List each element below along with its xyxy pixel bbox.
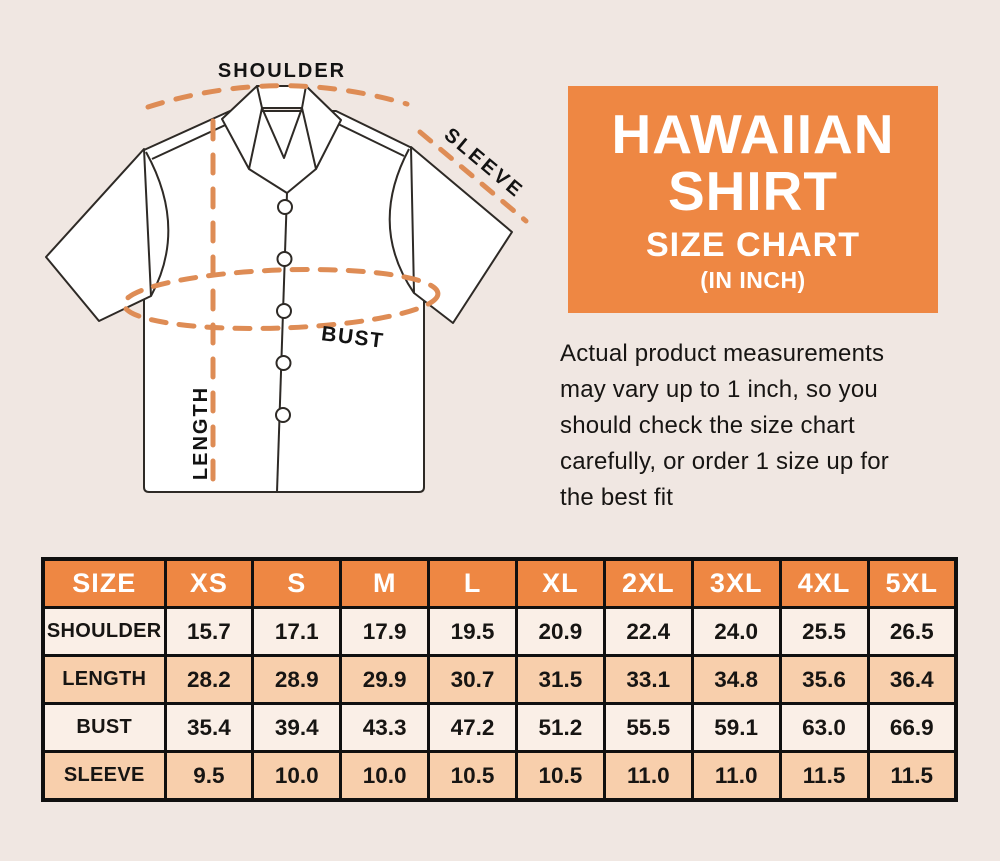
shoulder-measure-label: SHOULDER <box>218 60 346 82</box>
table-row: BUST 35.4 39.4 43.3 47.2 51.2 55.5 59.1 63.0 66.9 <box>41 702 958 753</box>
right-lapel-edge <box>286 168 317 194</box>
row-label: SLEEVE <box>41 750 167 802</box>
sleeve-measure-line <box>417 129 529 224</box>
title-box: HAWAIIAN SHIRT SIZE CHART (IN INCH) <box>568 86 938 313</box>
collar-band <box>256 85 307 109</box>
size-cell: 25.5 <box>778 606 870 657</box>
size-cell: 34.8 <box>690 654 782 705</box>
neck-opening <box>261 107 303 159</box>
size-cell: 11.0 <box>602 750 694 802</box>
size-table-header-row: SIZE XS S M L XL 2XL 3XL 4XL 5XL <box>41 557 958 609</box>
description-line: carefully, or order 1 size up for <box>560 448 889 475</box>
shirt-left-sleeve <box>45 148 152 322</box>
size-cell: 19.5 <box>427 606 518 657</box>
shirt-button <box>276 251 293 267</box>
table-row: LENGTH 28.2 28.9 29.9 30.7 31.5 33.1 34.8 35.6 36… <box>41 654 958 705</box>
size-cell: 20.9 <box>515 606 606 657</box>
size-column-header: 4XL <box>778 557 870 609</box>
size-column-header: 3XL <box>690 557 782 609</box>
size-cell: 22.4 <box>602 606 694 657</box>
bust-measure-line <box>121 267 441 331</box>
size-column-header: M <box>339 557 431 609</box>
shirt-button <box>275 407 291 423</box>
size-cell: 26.5 <box>866 606 958 657</box>
size-cell: 10.5 <box>427 750 518 802</box>
description-line: may vary up to 1 inch, so you <box>560 376 878 403</box>
size-cell: 17.9 <box>339 606 431 657</box>
size-cell: 24.0 <box>690 606 782 657</box>
size-cell: 36.4 <box>866 654 958 705</box>
title-line-1: HAWAIIAN <box>611 102 895 165</box>
size-column-header: 5XL <box>866 557 958 609</box>
left-yoke-seam <box>151 120 235 160</box>
shirt-button <box>277 199 293 215</box>
size-cell: 59.1 <box>690 702 782 753</box>
subtitle: SIZE CHART <box>646 225 860 264</box>
size-cell: 33.1 <box>602 654 694 705</box>
size-cell: 17.1 <box>251 606 343 657</box>
size-table-body: SHOULDER 15.7 17.1 17.9 19.5 20.9 22.4 24.0 25.5… <box>41 606 958 802</box>
row-label: SHOULDER <box>41 606 167 657</box>
size-cell: 31.5 <box>515 654 606 705</box>
left-armhole-seam <box>145 151 170 297</box>
size-cell: 10.5 <box>515 750 606 802</box>
size-cell: 10.0 <box>339 750 431 802</box>
size-cell: 15.7 <box>163 606 255 657</box>
size-cell: 66.9 <box>866 702 958 753</box>
size-column-header: XL <box>515 557 606 609</box>
size-cell: 30.7 <box>427 654 518 705</box>
size-cell: 28.9 <box>251 654 343 705</box>
shirt-measurement-diagram: SHOULDER SLEEVE BUST LENGTH <box>45 60 529 498</box>
size-cell: 47.2 <box>427 702 518 753</box>
description-line: should check the size chart <box>560 412 855 439</box>
size-cell: 39.4 <box>251 702 343 753</box>
size-cell: 11.5 <box>866 750 958 802</box>
size-table: SIZE XS S M L XL 2XL 3XL 4XL 5XL SHOULDER 15.7 17.1… <box>41 557 958 802</box>
size-cell: 11.5 <box>778 750 870 802</box>
size-cell: 55.5 <box>602 702 694 753</box>
table-row: SLEEVE 9.5 10.0 10.0 10.5 10.5 11.0 11.0 11.5 11.… <box>41 750 958 802</box>
size-cell: 28.2 <box>163 654 255 705</box>
front-placket <box>276 192 288 493</box>
shoulder-measure-line <box>145 83 410 110</box>
size-cell: 11.0 <box>690 750 782 802</box>
left-lapel-edge <box>248 168 288 194</box>
description-line: the best fit <box>560 484 674 511</box>
shirt-button <box>275 355 292 371</box>
size-corner-header: SIZE <box>41 557 167 609</box>
shirt-right-sleeve <box>410 146 513 324</box>
row-label: BUST <box>41 702 167 753</box>
size-table-head: SIZE XS S M L XL 2XL 3XL 4XL 5XL <box>41 557 958 609</box>
size-cell: 51.2 <box>515 702 606 753</box>
size-cell: 9.5 <box>163 750 255 802</box>
row-label: LENGTH <box>41 654 167 705</box>
size-column-header: 2XL <box>602 557 694 609</box>
table-row: SHOULDER 15.7 17.1 17.9 19.5 20.9 22.4 24.0 25.5… <box>41 606 958 657</box>
size-cell: 35.6 <box>778 654 870 705</box>
size-column-header: S <box>251 557 343 609</box>
size-column-header: XS <box>163 557 255 609</box>
shirt-button <box>276 303 292 319</box>
size-column-header: L <box>427 557 518 609</box>
size-cell: 29.9 <box>339 654 431 705</box>
right-yoke-seam <box>331 120 405 157</box>
size-cell: 63.0 <box>778 702 870 753</box>
length-measure-label: LENGTH <box>190 386 212 480</box>
description-line: Actual product measurements <box>560 340 885 367</box>
description: Actual product measurements may vary up … <box>560 336 980 516</box>
size-cell: 43.3 <box>339 702 431 753</box>
unit-note: (IN INCH) <box>700 266 806 293</box>
title-line-2: SHIRT <box>668 159 838 222</box>
size-cell: 10.0 <box>251 750 343 802</box>
size-cell: 35.4 <box>163 702 255 753</box>
